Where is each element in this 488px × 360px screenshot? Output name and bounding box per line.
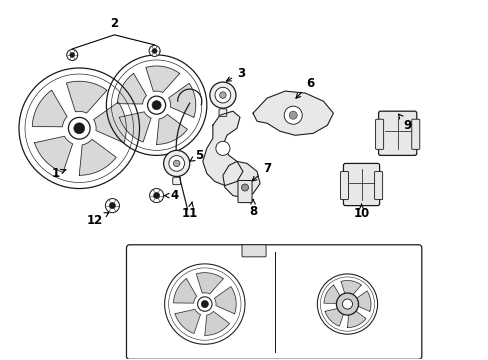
Polygon shape [214, 287, 236, 314]
Circle shape [173, 160, 180, 167]
Circle shape [284, 106, 302, 124]
FancyBboxPatch shape [238, 180, 251, 203]
Polygon shape [340, 280, 361, 296]
Circle shape [149, 189, 163, 203]
Circle shape [341, 299, 352, 310]
Text: 1: 1 [52, 167, 66, 180]
Polygon shape [354, 291, 370, 311]
FancyBboxPatch shape [340, 171, 348, 199]
Polygon shape [173, 279, 196, 303]
Polygon shape [196, 273, 223, 294]
Circle shape [74, 123, 84, 134]
FancyBboxPatch shape [375, 119, 383, 149]
Polygon shape [204, 311, 229, 336]
Polygon shape [324, 285, 341, 303]
Circle shape [215, 87, 230, 103]
Polygon shape [252, 91, 333, 135]
Polygon shape [32, 90, 67, 127]
Circle shape [109, 202, 115, 209]
Circle shape [68, 117, 90, 139]
Polygon shape [117, 73, 146, 104]
Text: 9: 9 [398, 114, 411, 132]
Circle shape [241, 184, 248, 191]
Text: 5: 5 [189, 149, 203, 162]
Polygon shape [156, 114, 187, 144]
FancyBboxPatch shape [411, 119, 419, 149]
Circle shape [105, 199, 119, 213]
Text: 12: 12 [86, 213, 109, 227]
Polygon shape [347, 310, 365, 328]
FancyBboxPatch shape [172, 177, 180, 185]
Polygon shape [203, 111, 243, 185]
Polygon shape [35, 136, 73, 172]
Polygon shape [66, 81, 107, 113]
Circle shape [215, 141, 229, 156]
Circle shape [209, 82, 236, 108]
Circle shape [152, 49, 157, 53]
Circle shape [219, 92, 226, 98]
Text: 8: 8 [248, 199, 257, 218]
Circle shape [197, 297, 212, 311]
Polygon shape [79, 139, 116, 175]
Text: 4: 4 [164, 189, 179, 202]
Circle shape [344, 301, 349, 307]
FancyBboxPatch shape [374, 171, 382, 199]
Text: 3: 3 [226, 67, 244, 81]
Polygon shape [119, 112, 151, 142]
Circle shape [147, 96, 165, 114]
Text: 6: 6 [295, 77, 314, 98]
Circle shape [336, 293, 358, 315]
Circle shape [168, 156, 184, 171]
Polygon shape [168, 84, 195, 117]
Circle shape [66, 49, 78, 60]
Polygon shape [325, 308, 344, 326]
FancyBboxPatch shape [343, 163, 379, 206]
Text: 11: 11 [181, 202, 198, 220]
FancyBboxPatch shape [126, 245, 421, 359]
FancyBboxPatch shape [219, 109, 226, 116]
Circle shape [70, 53, 75, 58]
Circle shape [288, 111, 297, 119]
Circle shape [149, 45, 160, 57]
Text: 7: 7 [252, 162, 271, 181]
Text: 10: 10 [353, 204, 369, 220]
Polygon shape [175, 309, 200, 333]
Polygon shape [145, 66, 179, 93]
FancyBboxPatch shape [378, 111, 416, 156]
Polygon shape [223, 161, 260, 198]
Circle shape [152, 101, 161, 110]
Circle shape [342, 299, 352, 309]
Circle shape [163, 150, 189, 176]
Circle shape [153, 192, 160, 199]
Text: 2: 2 [110, 17, 118, 30]
Polygon shape [94, 102, 126, 143]
Circle shape [201, 301, 208, 308]
FancyBboxPatch shape [242, 245, 265, 257]
